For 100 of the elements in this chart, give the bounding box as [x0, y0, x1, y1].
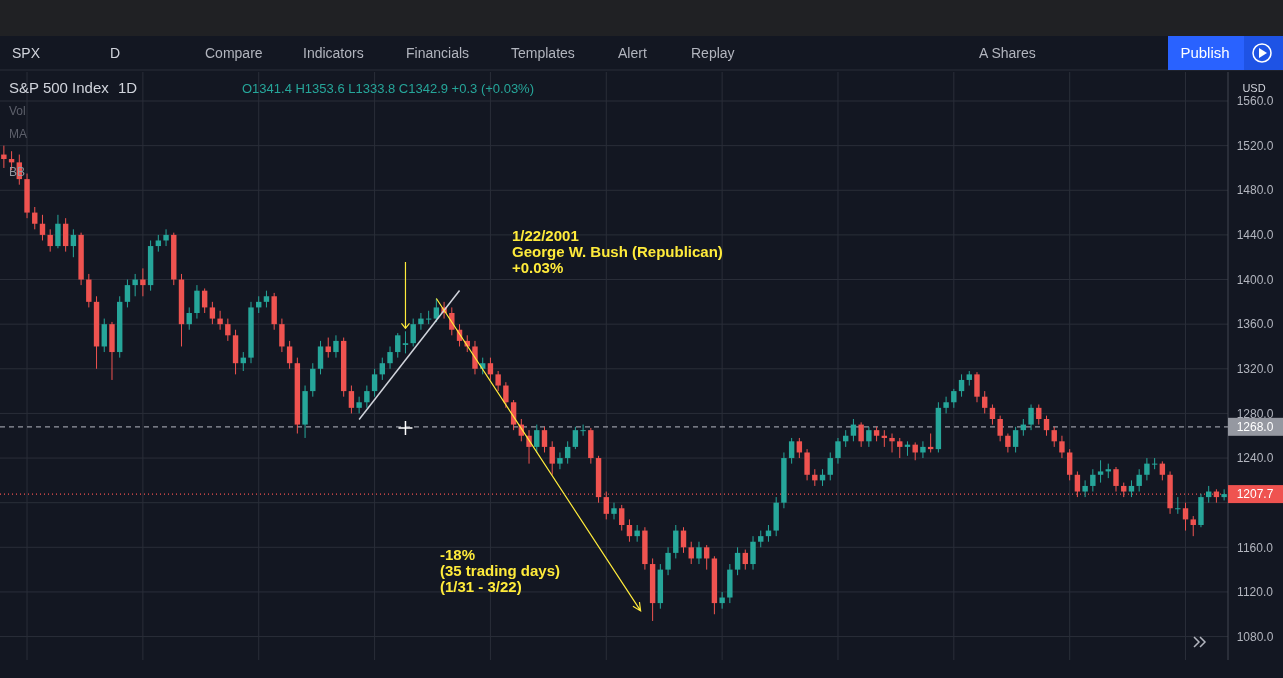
- y-tick-label: 1080.0: [1236, 629, 1274, 644]
- candlestick: [348, 385, 355, 414]
- candlestick: [673, 524, 679, 559]
- annotation: 1/22/2001 George W. Bush (Republican) +0.03%: [512, 227, 723, 276]
- candlestick: [696, 541, 702, 565]
- candlestick: [564, 440, 571, 465]
- candlestick: [418, 312, 424, 331]
- candlestick: [835, 437, 841, 465]
- text: Alert: [618, 45, 647, 61]
- text: Financials: [406, 45, 470, 61]
- annotation: Vol: [9, 104, 26, 118]
- candlestick: [1059, 435, 1065, 459]
- text: Indicators: [303, 45, 364, 61]
- candlestick: [140, 267, 146, 297]
- y-tick-label: 1440.0: [1236, 228, 1274, 243]
- candlestick: [549, 440, 555, 476]
- candlestick: [70, 228, 77, 258]
- candlestick: [541, 426, 548, 453]
- text: SPX: [12, 45, 41, 61]
- candlestick: [719, 591, 725, 610]
- candlestick: [1136, 468, 1142, 493]
- text: Replay: [691, 45, 735, 61]
- candlestick: [62, 217, 69, 253]
- candlestick: [920, 440, 926, 459]
- candlestick: [1159, 460, 1166, 481]
- candlestick: [889, 433, 895, 453]
- candlestick: [86, 273, 92, 308]
- text: D: [110, 45, 121, 61]
- candlestick: [379, 357, 386, 381]
- ref-line-label: 1207.7: [1236, 487, 1274, 502]
- candlestick: [194, 284, 200, 320]
- candlestick: [626, 518, 633, 543]
- candlestick: [32, 206, 38, 230]
- candlestick: [580, 424, 586, 437]
- y-tick-label: 1160.0: [1237, 540, 1274, 555]
- candlestick: [943, 396, 949, 414]
- annotation: O1341.4 H1353.6 L1333.8 C1342.9 +0.3 (+0.03%): [242, 81, 534, 96]
- candlestick: [55, 214, 61, 249]
- y-tick-label: 1360.0: [1236, 317, 1274, 332]
- candlestick: [39, 214, 46, 241]
- candlestick: [503, 381, 509, 409]
- candlestick: [1051, 426, 1057, 448]
- candlestick: [186, 306, 192, 331]
- candlestick: [47, 228, 53, 253]
- candlestick: [997, 415, 1003, 442]
- candlestick: [310, 362, 316, 398]
- candlestick: [982, 390, 988, 414]
- candlestick: [410, 318, 416, 347]
- candlestick: [1144, 457, 1150, 481]
- candlestick: [279, 318, 285, 353]
- candlestick: [858, 421, 864, 448]
- candlestick: [101, 318, 107, 353]
- candlestick: [572, 426, 579, 450]
- candlestick: [1, 145, 7, 169]
- candlestick: [387, 345, 393, 370]
- candlestick: [1090, 468, 1096, 493]
- candlestick: [209, 301, 216, 325]
- candlestick: [619, 504, 625, 532]
- candlestick: [487, 357, 494, 381]
- candlestick: [325, 337, 331, 359]
- candlestick: [124, 279, 131, 308]
- candlestick: [989, 403, 996, 426]
- candlestick: [402, 330, 409, 354]
- candlestick: [425, 310, 432, 325]
- y-tick-label: 1520.0: [1236, 138, 1274, 153]
- candlestick: [132, 273, 138, 297]
- candlestick: [827, 451, 833, 481]
- y-tick-label: 1400.0: [1236, 272, 1274, 287]
- candlestick: [951, 388, 957, 409]
- candlestick: [958, 373, 965, 398]
- candlestick: [665, 546, 671, 576]
- candlestick: [286, 340, 293, 370]
- text: USD: [1242, 82, 1266, 94]
- y-tick-label: 1120.0: [1237, 585, 1274, 600]
- candlestick: [163, 228, 169, 247]
- candlestick: [395, 332, 401, 359]
- candlestick: [217, 310, 223, 331]
- candlestick: [611, 502, 617, 520]
- y-tick-label: 1480.0: [1236, 183, 1274, 198]
- candlestick: [1097, 459, 1104, 484]
- candlestick: [734, 546, 741, 576]
- y-tick-label: 1560.0: [1236, 94, 1274, 109]
- ref-line-label: 1268.0: [1236, 420, 1274, 435]
- candlestick: [1151, 457, 1158, 470]
- y-tick-label: 1280.0: [1236, 406, 1274, 421]
- candlestick: [1175, 496, 1181, 515]
- candlestick: [742, 549, 748, 571]
- candlestick: [472, 340, 478, 375]
- candlestick: [1036, 403, 1042, 426]
- annotation: -18% (35 trading days) (1/31 - 3/22): [440, 546, 561, 595]
- y-tick-label: 1320.0: [1236, 361, 1274, 376]
- candlestick: [1005, 433, 1011, 453]
- candlestick: [1082, 479, 1088, 498]
- candlestick: [703, 544, 710, 571]
- candlestick: [364, 385, 370, 409]
- candlestick: [317, 340, 324, 375]
- text: Compare: [205, 45, 263, 61]
- annotation: MA: [9, 127, 27, 141]
- candlestick: [1043, 415, 1050, 437]
- candlestick: [897, 437, 903, 459]
